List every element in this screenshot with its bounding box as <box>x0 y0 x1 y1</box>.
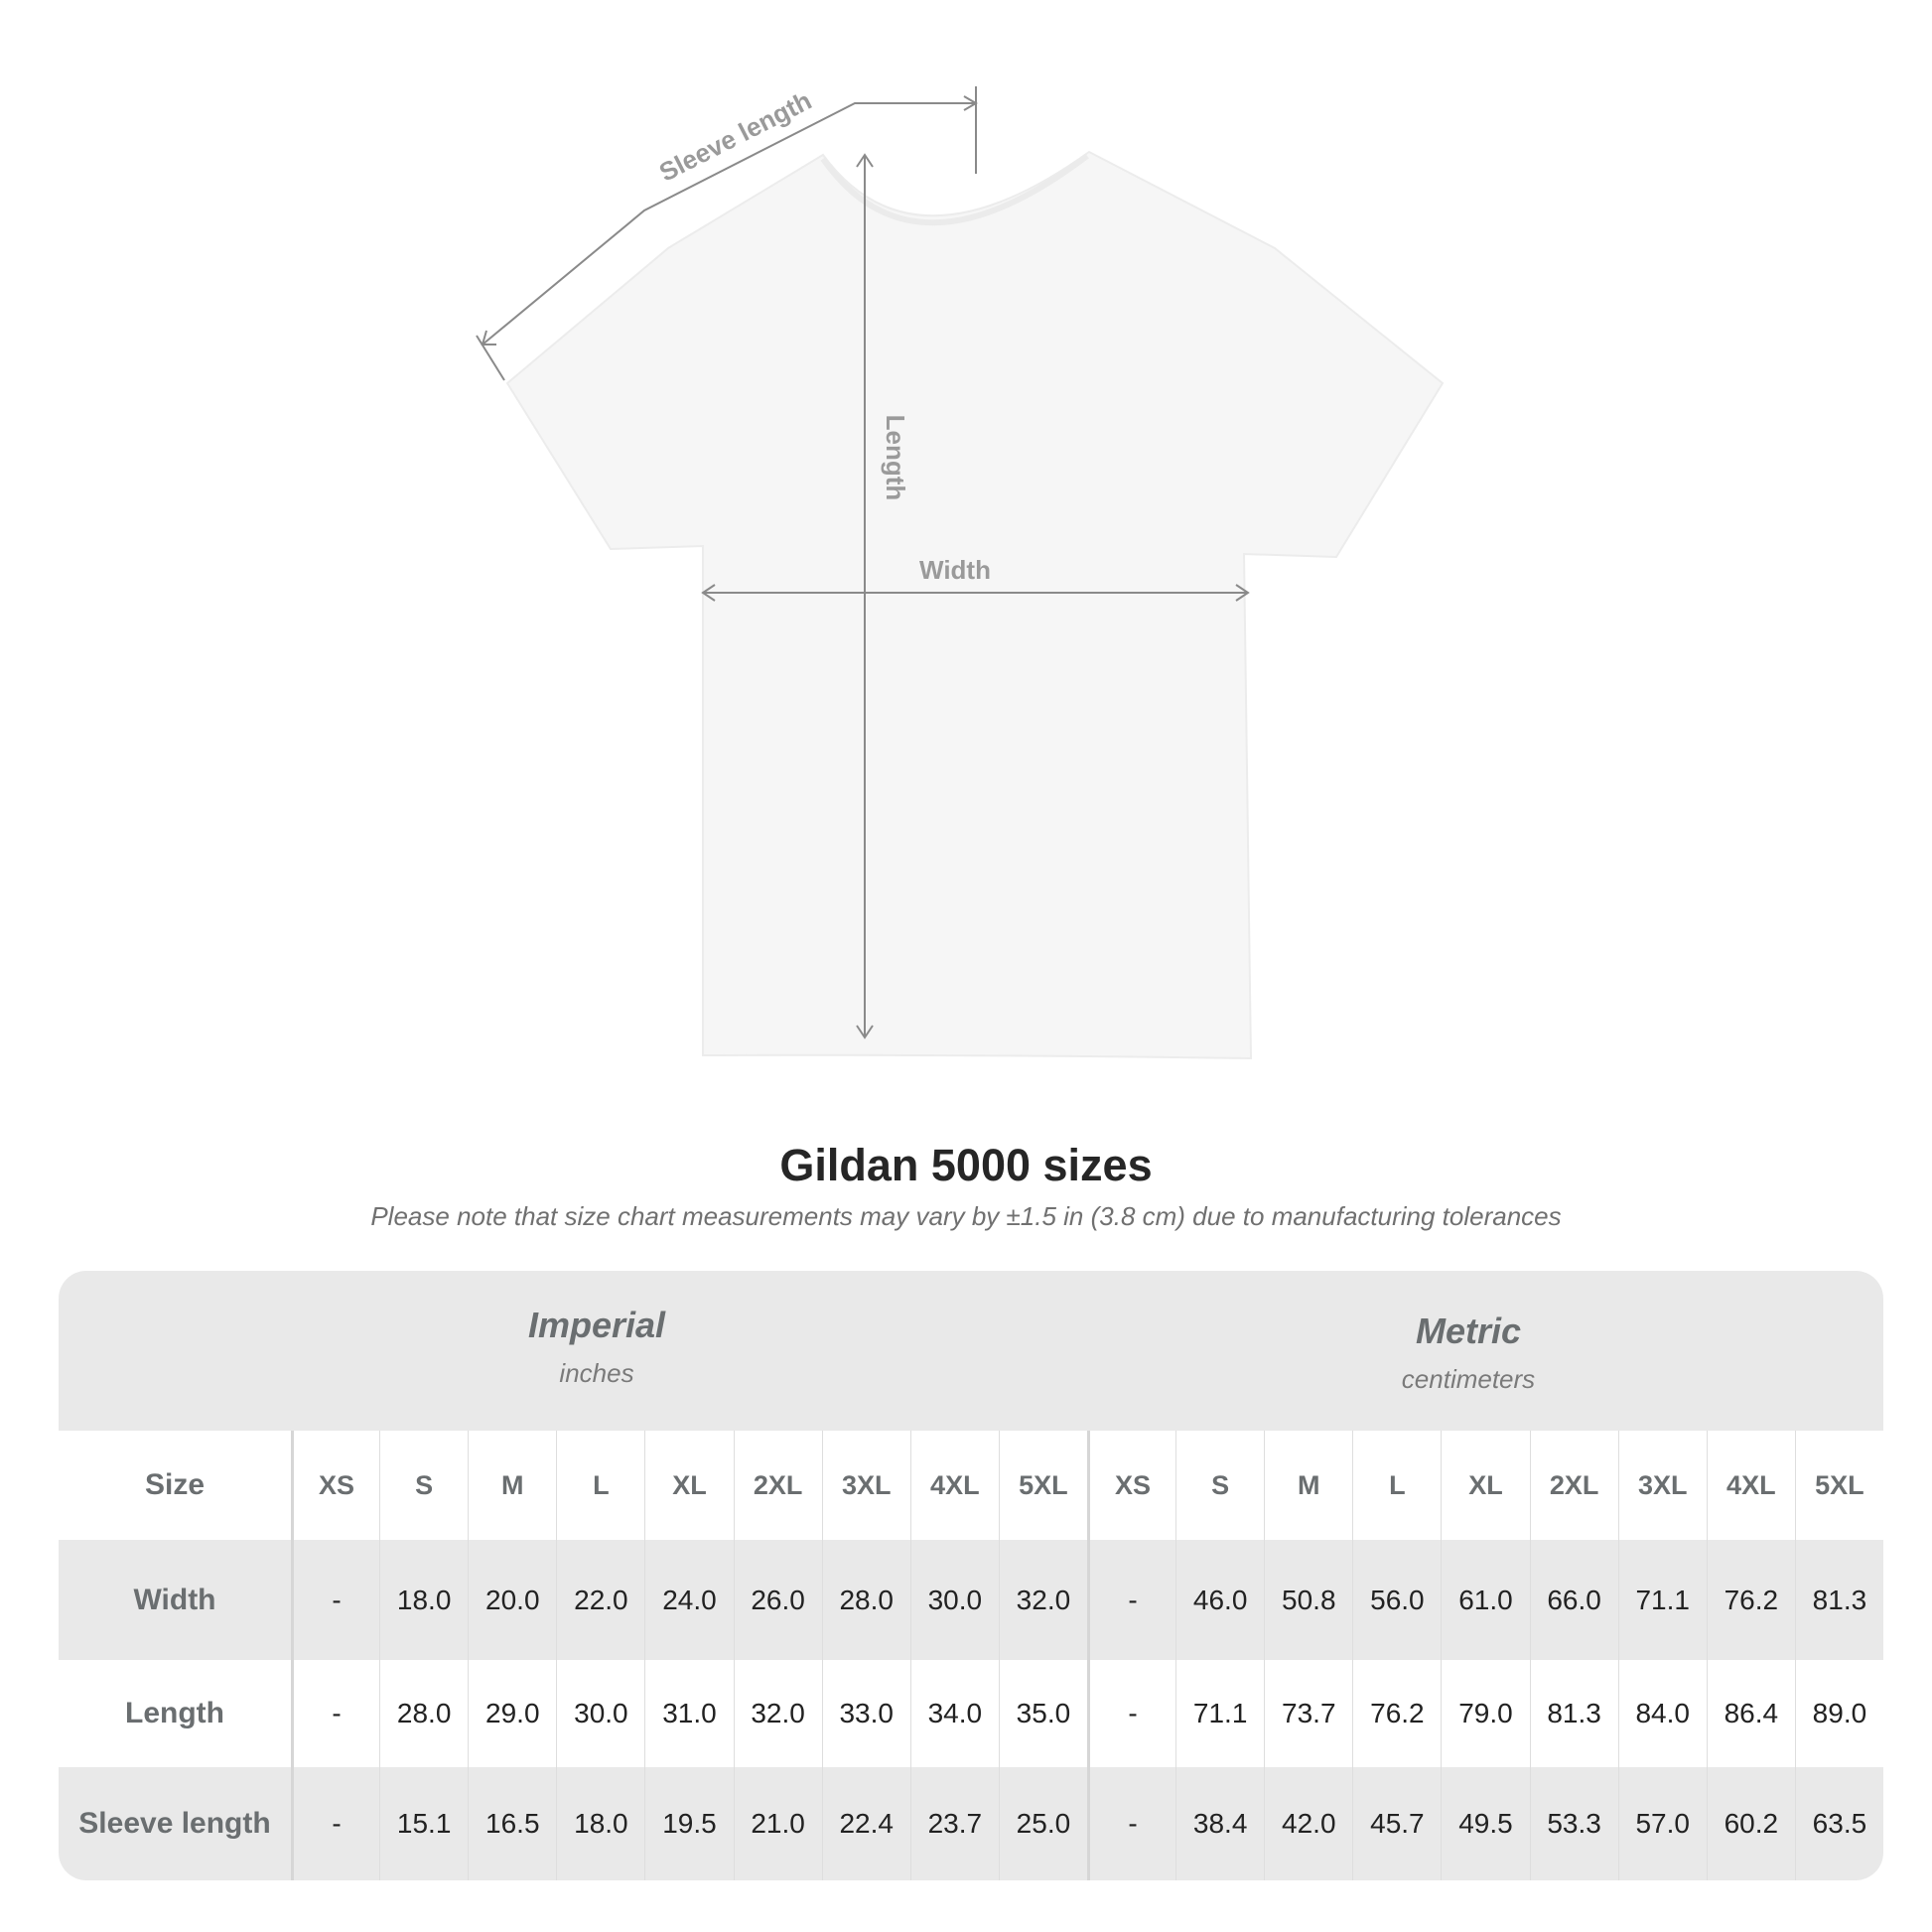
metric-value-cell: 86.4 <box>1706 1660 1795 1767</box>
imperial-size-header: L <box>556 1431 644 1540</box>
imperial-value-cell: 22.4 <box>821 1767 910 1880</box>
metric-unit: centimeters <box>1401 1364 1536 1394</box>
page-title: Gildan 5000 sizes <box>779 1140 1153 1190</box>
imperial-unit: inches <box>559 1358 634 1388</box>
metric-size-header: 3XL <box>1617 1431 1707 1540</box>
row-label: Sleeve length <box>78 1807 271 1840</box>
metric-value-cell: 81.3 <box>1529 1660 1618 1767</box>
metric-size-header: M <box>1264 1431 1352 1540</box>
metric-size-header: XL <box>1441 1431 1529 1540</box>
tshirt-diagram: Sleeve length Length Width <box>476 85 1445 1060</box>
imperial-value-cell: - <box>291 1767 379 1880</box>
imperial-value-cell: 26.0 <box>733 1540 822 1660</box>
neck-rib <box>820 153 1089 226</box>
sleeve-line <box>482 102 976 345</box>
row-label: Width <box>133 1583 216 1616</box>
metric-value-cell: 89.0 <box>1794 1660 1883 1767</box>
tolerance-note: Please note that size chart measurements… <box>370 1201 1562 1231</box>
imperial-value-cell: 18.0 <box>379 1540 468 1660</box>
metric-value-cell: 60.2 <box>1706 1767 1795 1880</box>
imperial-size-header: S <box>379 1431 468 1540</box>
imperial-value-cell: 23.7 <box>909 1767 999 1880</box>
imperial-size-header: 2XL <box>733 1431 822 1540</box>
metric-value-cell: 50.8 <box>1264 1540 1352 1660</box>
metric-value-cell: 76.2 <box>1352 1660 1441 1767</box>
metric-value-cell: 57.0 <box>1617 1767 1707 1880</box>
imperial-value-cell: 30.0 <box>556 1660 644 1767</box>
metric-size-header: L <box>1352 1431 1441 1540</box>
metric-value-cell: 73.7 <box>1264 1660 1352 1767</box>
imperial-value-cell: 34.0 <box>909 1660 999 1767</box>
metric-value-cell: 42.0 <box>1264 1767 1352 1880</box>
imperial-value-cell: - <box>291 1540 379 1660</box>
metric-size-header: 5XL <box>1794 1431 1883 1540</box>
tshirt-shape <box>505 150 1445 1060</box>
size-column-header: Size <box>144 1468 206 1501</box>
imperial-size-header: M <box>468 1431 556 1540</box>
imperial-value-cell: 28.0 <box>821 1540 910 1660</box>
imperial-value-cell: 35.0 <box>998 1660 1087 1767</box>
imperial-value-cell: 15.1 <box>379 1767 468 1880</box>
metric-value-cell: 84.0 <box>1617 1660 1707 1767</box>
imperial-value-cell: 31.0 <box>644 1660 733 1767</box>
imperial-size-header: 3XL <box>821 1431 910 1540</box>
imperial-value-cell: 29.0 <box>468 1660 556 1767</box>
table-row: Sleeve length -15.1 16.5 18.0 19.5 21.0 22.4 23… <box>59 1767 1883 1880</box>
imperial-value-cell: 33.0 <box>821 1660 910 1767</box>
metric-value-cell: 66.0 <box>1529 1540 1618 1660</box>
table-row: Width -18.0 20.0 22.0 24.0 26.0 28.0 30.0 32.0-4… <box>59 1540 1883 1660</box>
imperial-value-cell: - <box>291 1660 379 1767</box>
metric-value-cell: 45.7 <box>1352 1767 1441 1880</box>
table-row: Length -28.0 29.0 30.0 31.0 32.0 33.0 34.0 35.0-… <box>59 1660 1883 1767</box>
metric-value-cell: 56.0 <box>1352 1540 1441 1660</box>
length-label: Length <box>881 415 910 501</box>
unit-header-band <box>59 1271 1883 1431</box>
imperial-title: Imperial <box>527 1305 666 1345</box>
metric-title: Metric <box>1415 1311 1522 1351</box>
metric-value-cell: 53.3 <box>1529 1767 1618 1880</box>
metric-size-header: XS <box>1087 1431 1175 1540</box>
metric-value-cell: - <box>1087 1767 1175 1880</box>
imperial-value-cell: 32.0 <box>998 1540 1087 1660</box>
imperial-value-cell: 25.0 <box>998 1767 1087 1880</box>
imperial-value-cell: 16.5 <box>468 1767 556 1880</box>
imperial-size-header: XL <box>644 1431 733 1540</box>
metric-value-cell: - <box>1087 1540 1175 1660</box>
size-header-row: Size XS XS S S M M L L XL XL 2XL 2XL 3XL 3XL 4XL 4XL 5XL 5… <box>59 1431 1883 1540</box>
metric-size-header: 4XL <box>1706 1431 1795 1540</box>
imperial-size-header: 4XL <box>909 1431 999 1540</box>
metric-value-cell: 63.5 <box>1794 1767 1883 1880</box>
metric-value-cell: 71.1 <box>1175 1660 1264 1767</box>
imperial-value-cell: 22.0 <box>556 1540 644 1660</box>
metric-value-cell: 38.4 <box>1175 1767 1264 1880</box>
imperial-size-header: XS <box>291 1431 379 1540</box>
metric-size-header: S <box>1175 1431 1264 1540</box>
metric-header: Metric centimeters <box>1171 1311 1766 1395</box>
metric-value-cell: 81.3 <box>1794 1540 1883 1660</box>
metric-size-header: 2XL <box>1529 1431 1618 1540</box>
imperial-value-cell: 19.5 <box>644 1767 733 1880</box>
imperial-value-cell: 24.0 <box>644 1540 733 1660</box>
imperial-size-header: 5XL <box>998 1431 1087 1540</box>
width-label: Width <box>919 555 991 585</box>
imperial-value-cell: 32.0 <box>733 1660 822 1767</box>
metric-value-cell: 79.0 <box>1441 1660 1529 1767</box>
metric-value-cell: 46.0 <box>1175 1540 1264 1660</box>
metric-value-cell: 76.2 <box>1706 1540 1795 1660</box>
metric-value-cell: 71.1 <box>1617 1540 1707 1660</box>
row-label: Length <box>125 1697 224 1729</box>
imperial-value-cell: 20.0 <box>468 1540 556 1660</box>
imperial-header: Imperial inches <box>299 1305 895 1389</box>
size-table: Imperial inches Metric centimeters Size X… <box>59 1271 1883 1880</box>
imperial-value-cell: 18.0 <box>556 1767 644 1880</box>
imperial-value-cell: 28.0 <box>379 1660 468 1767</box>
metric-value-cell: 61.0 <box>1441 1540 1529 1660</box>
metric-value-cell: - <box>1087 1660 1175 1767</box>
imperial-value-cell: 30.0 <box>909 1540 999 1660</box>
metric-value-cell: 49.5 <box>1441 1767 1529 1880</box>
imperial-value-cell: 21.0 <box>733 1767 822 1880</box>
